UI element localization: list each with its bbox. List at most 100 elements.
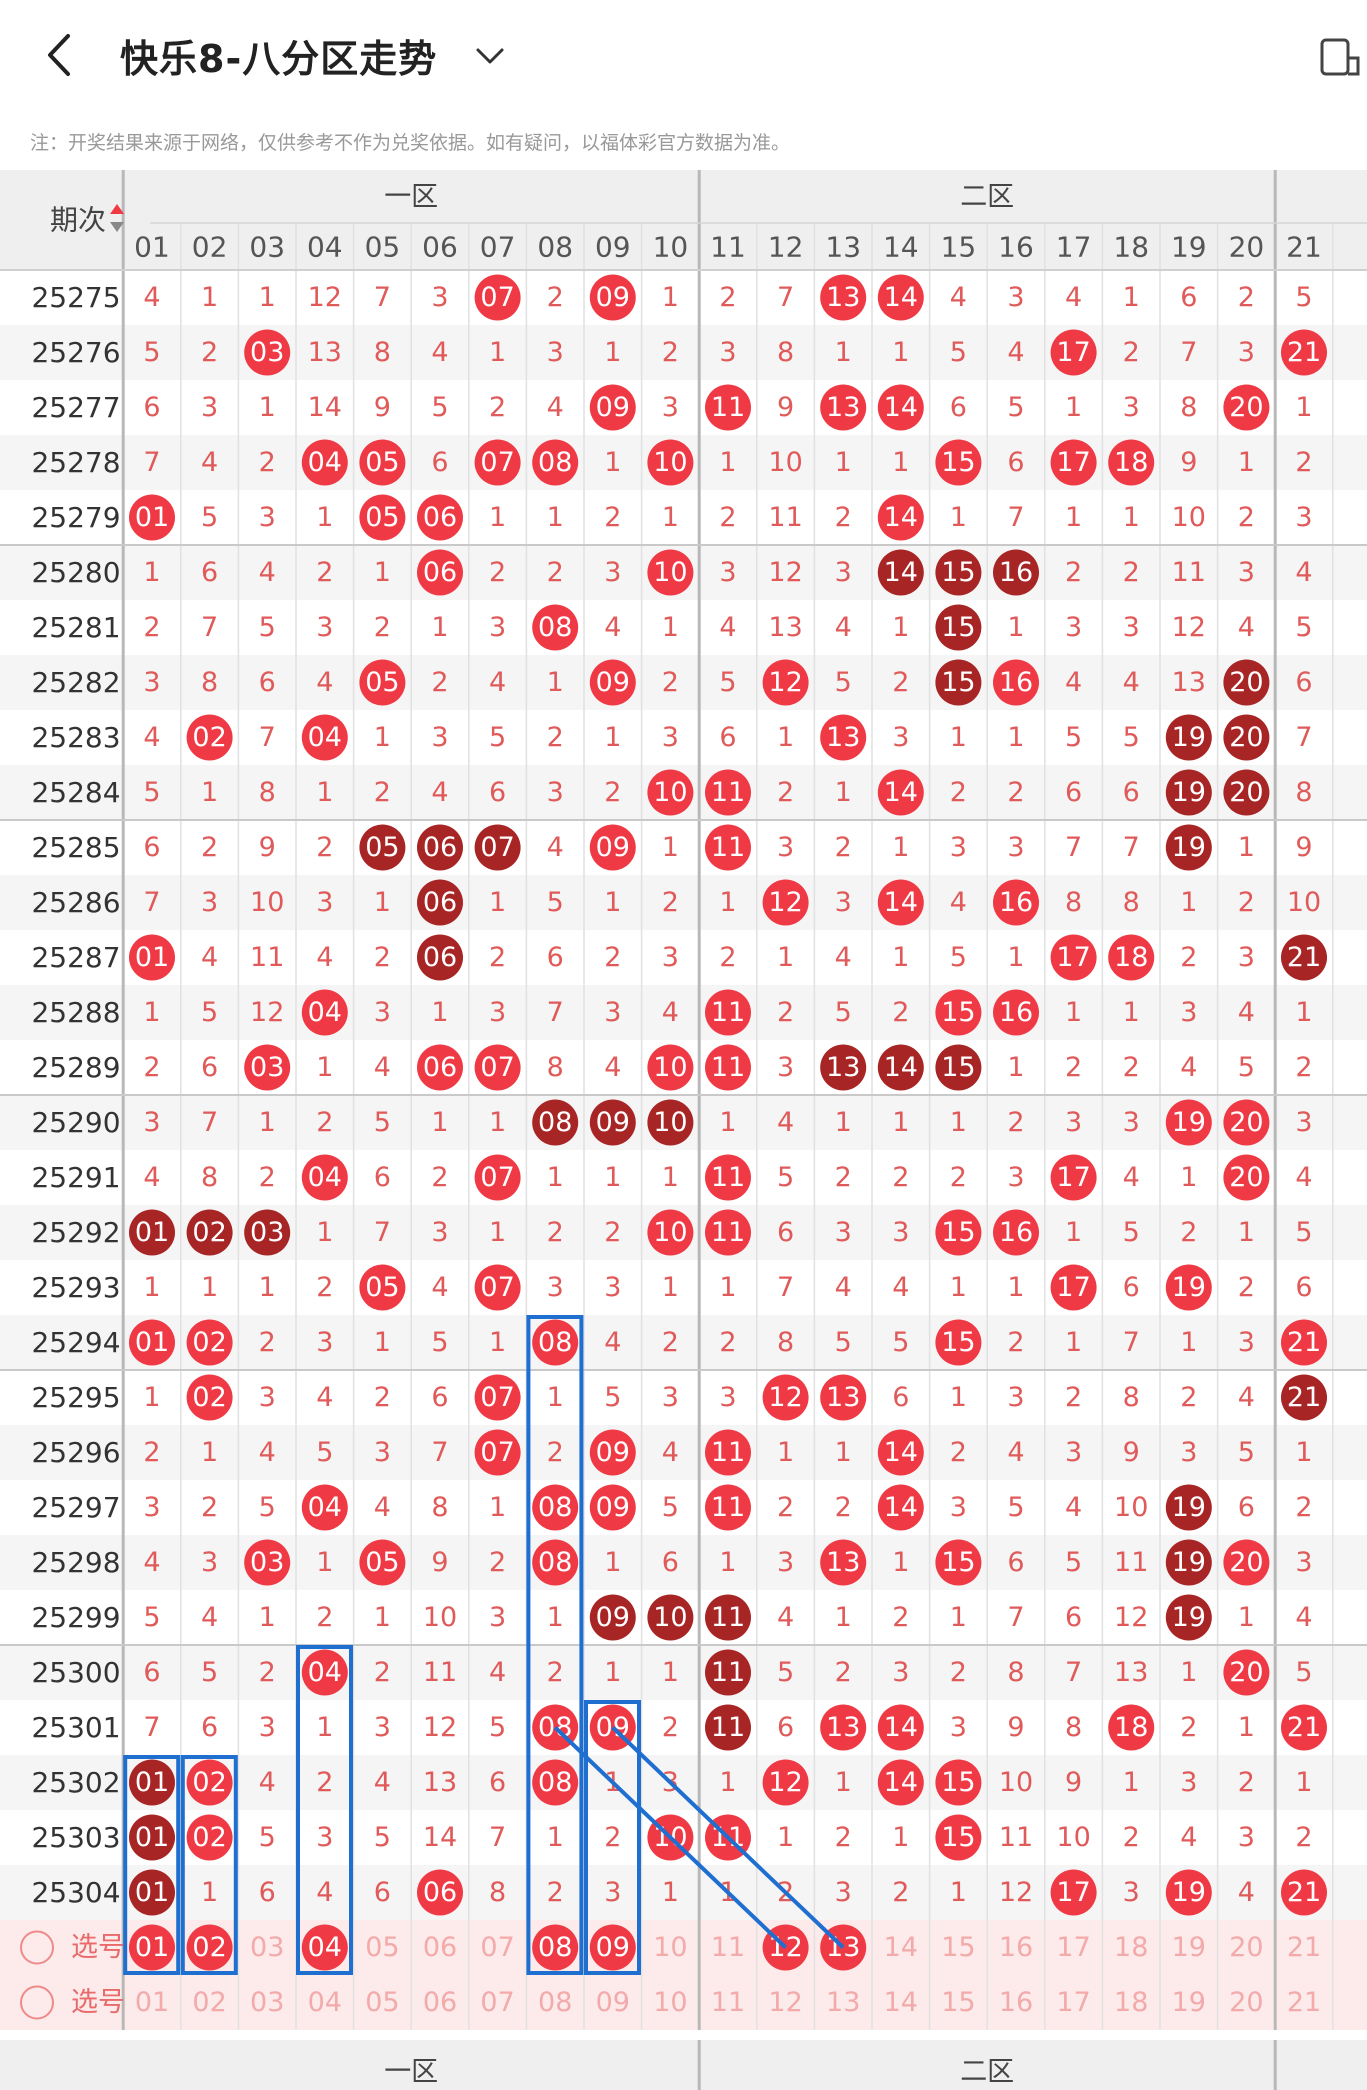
miss-count: 5	[1123, 722, 1140, 753]
miss-count: 14	[423, 1822, 457, 1853]
drawn-number-label: 10	[653, 1217, 687, 1248]
drawn-number-ball	[877, 1704, 924, 1751]
select-number[interactable]: 08	[538, 1987, 572, 2018]
select-number[interactable]: 20	[1229, 1987, 1263, 2018]
select-number[interactable]: 06	[423, 1987, 457, 2018]
miss-count: 4	[1238, 612, 1255, 643]
select-number[interactable]: 03	[250, 1932, 284, 1963]
select-number[interactable]: 16	[999, 1987, 1033, 2018]
miss-count: 2	[547, 1877, 564, 1908]
drawn-number-label: 07	[480, 1162, 514, 1193]
drawn-number-label: 21	[1287, 1877, 1321, 1908]
layout-toggle-icon[interactable]	[1318, 36, 1362, 80]
select-number[interactable]: 10	[653, 1987, 687, 2018]
chevron-down-icon[interactable]	[470, 36, 510, 76]
drawn-number-label: 03	[250, 1547, 284, 1578]
miss-count: 3	[547, 1272, 564, 1303]
select-number[interactable]: 12	[768, 1987, 802, 2018]
drawn-number-ball	[877, 274, 924, 321]
select-number[interactable]: 14	[884, 1932, 918, 1963]
select-number[interactable]: 18	[1114, 1932, 1148, 1963]
drawn-number-label: 05	[365, 832, 399, 863]
row-stripe	[0, 1535, 1367, 1590]
miss-count: 8	[547, 1052, 564, 1083]
select-number[interactable]: 14	[884, 1987, 918, 2018]
column-number-header: 01	[134, 231, 170, 264]
select-number[interactable]: 11	[711, 1932, 745, 1963]
miss-count: 1	[662, 1877, 679, 1908]
miss-count: 1	[489, 1217, 506, 1248]
miss-count: 2	[719, 502, 736, 533]
select-radio-icon[interactable]	[20, 1985, 54, 2020]
drawn-number-label: 09	[596, 1107, 630, 1138]
miss-count: 1	[1007, 1272, 1024, 1303]
select-number[interactable]: 07	[480, 1987, 514, 2018]
miss-count: 5	[143, 1602, 160, 1633]
select-number[interactable]: 07	[480, 1932, 514, 1963]
miss-count: 1	[892, 1822, 909, 1853]
miss-count: 3	[1238, 942, 1255, 973]
select-number[interactable]: 05	[365, 1987, 399, 2018]
select-number[interactable]: 16	[999, 1932, 1033, 1963]
miss-count: 7	[1295, 722, 1312, 753]
drawn-number-label: 21	[1287, 1327, 1321, 1358]
miss-count: 4	[431, 1272, 448, 1303]
period-column-header[interactable]: 期次	[50, 204, 106, 237]
period-number: 25288	[31, 996, 120, 1029]
select-number[interactable]: 19	[1172, 1932, 1206, 1963]
select-number[interactable]: 13	[826, 1987, 860, 2018]
select-number[interactable]: 04	[308, 1987, 342, 2018]
select-row-label[interactable]: 选号	[71, 1987, 125, 2018]
select-number[interactable]: 21	[1287, 1932, 1321, 1963]
select-number[interactable]: 10	[653, 1932, 687, 1963]
miss-count: 4	[259, 1767, 276, 1798]
miss-count: 10	[1172, 502, 1206, 533]
select-number[interactable]: 02	[192, 1987, 226, 2018]
miss-count: 1	[719, 1767, 736, 1798]
sort-up-icon[interactable]	[110, 204, 124, 214]
drawn-number-ball	[935, 1759, 982, 1806]
select-number[interactable]: 15	[941, 1987, 975, 2018]
miss-count: 1	[835, 1602, 852, 1633]
drawn-number-label: 17	[1056, 1162, 1090, 1193]
annotation-box	[526, 1315, 584, 1975]
drawn-number-ball	[993, 659, 1039, 706]
miss-count: 2	[777, 1492, 794, 1523]
miss-count: 2	[259, 1657, 276, 1688]
sort-down-icon[interactable]	[110, 222, 124, 232]
back-arrow-icon[interactable]	[40, 30, 80, 80]
select-number[interactable]: 06	[423, 1932, 457, 1963]
select-row-label[interactable]: 选号	[71, 1932, 125, 1963]
drawn-number-ball	[186, 1319, 233, 1366]
period-number: 25281	[31, 611, 120, 644]
miss-count: 3	[374, 1437, 391, 1468]
select-number[interactable]: 03	[250, 1987, 284, 2018]
select-number[interactable]: 09	[596, 1987, 630, 2018]
miss-count: 2	[1180, 1217, 1197, 1248]
select-radio-icon[interactable]	[20, 1930, 54, 1965]
miss-count: 6	[547, 942, 564, 973]
select-number[interactable]: 18	[1114, 1987, 1148, 2018]
drawn-number-label: 10	[653, 777, 687, 808]
miss-count: 1	[1065, 997, 1082, 1028]
miss-count: 3	[950, 1492, 967, 1523]
select-number[interactable]: 11	[711, 1987, 745, 2018]
select-number[interactable]: 05	[365, 1932, 399, 1963]
drawn-number-label: 07	[480, 1382, 514, 1413]
drawn-number-label: 14	[884, 1767, 918, 1798]
miss-count: 4	[892, 1272, 909, 1303]
drawn-number-label: 17	[1056, 447, 1090, 478]
miss-count: 6	[431, 1382, 448, 1413]
select-number[interactable]: 17	[1056, 1987, 1090, 2018]
select-number[interactable]: 17	[1056, 1932, 1090, 1963]
drawn-number-label: 09	[596, 1932, 630, 1963]
select-number[interactable]: 01	[135, 1987, 169, 2018]
miss-count: 5	[201, 997, 218, 1028]
select-number[interactable]: 19	[1172, 1987, 1206, 2018]
select-number[interactable]: 20	[1229, 1932, 1263, 1963]
select-number[interactable]: 15	[941, 1932, 975, 1963]
select-number[interactable]: 21	[1287, 1987, 1321, 2018]
miss-count: 3	[719, 1382, 736, 1413]
drawn-number-ball	[301, 1484, 348, 1531]
miss-count: 1	[892, 832, 909, 863]
